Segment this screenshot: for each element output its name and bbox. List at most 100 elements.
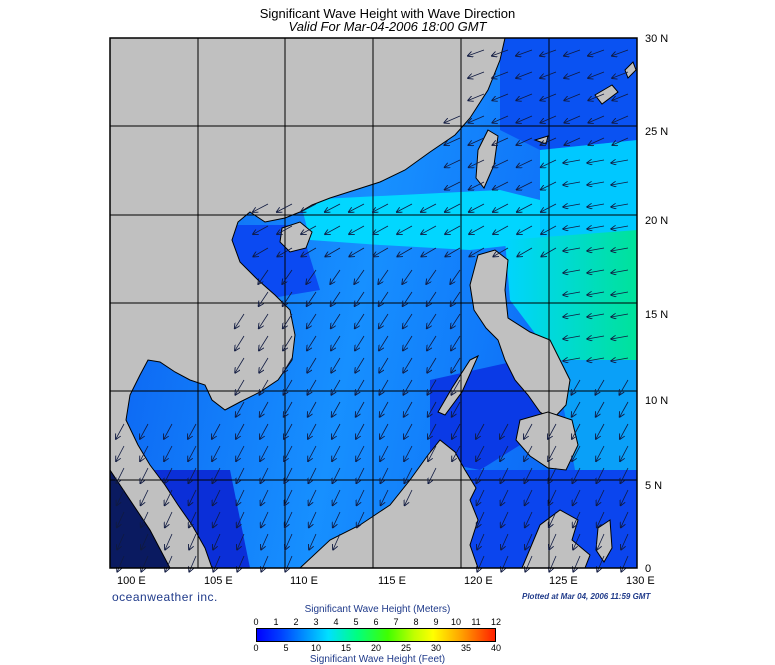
colorbar-tick: 10 (310, 643, 322, 653)
wave-arrow (587, 160, 605, 163)
lat-label: 30 N (645, 33, 668, 45)
wave-arrow (613, 137, 629, 145)
wave-arrow (284, 445, 293, 461)
wave-arrow (549, 489, 557, 505)
wave-arrow (477, 533, 485, 550)
wave-arrow (493, 137, 509, 145)
wave-arrow (493, 203, 509, 212)
wave-arrow (501, 555, 509, 572)
map-frame (109, 37, 638, 569)
wave-arrow (325, 203, 341, 212)
colorbar-tick: 5 (353, 617, 359, 627)
wave-arrow (261, 489, 269, 505)
wave-arrow (380, 401, 389, 417)
wave-arrow (421, 203, 437, 212)
wave-arrow (331, 335, 341, 350)
wave-arrow (379, 313, 389, 328)
wave-arrow (421, 225, 437, 234)
wave-arrow (573, 489, 581, 505)
wave-arrow (333, 533, 341, 550)
wave-arrow (427, 313, 437, 328)
wave-arrow (283, 335, 293, 350)
wave-arrow (253, 203, 269, 212)
wave-arrow (140, 467, 149, 483)
wave-arrow (261, 533, 269, 550)
wave-arrow (541, 225, 557, 234)
wave-arrow (427, 335, 437, 350)
colorbar-meters-ticks: 0 1 2 3 4 5 6 7 8 9 10 11 12 (253, 617, 502, 629)
wave-arrow (259, 291, 269, 306)
wave-arrow (563, 292, 581, 295)
wave-arrow (189, 533, 197, 550)
wave-arrow (213, 555, 221, 572)
wave-arrow (477, 489, 485, 505)
wave-arrow (253, 225, 269, 234)
wave-arrow (611, 204, 629, 207)
wave-arrow (477, 511, 485, 527)
colorbar-meters-title: Significant Wave Height (Meters) (304, 604, 451, 615)
wave-arrow (493, 247, 509, 257)
wave-arrow (587, 248, 605, 251)
wave-arrow (445, 181, 461, 190)
wave-arrow (427, 379, 437, 395)
wave-arrow (373, 203, 389, 212)
colorbar-tick: 3 (313, 617, 319, 627)
wave-arrow (611, 160, 629, 163)
wave-arrow (611, 358, 629, 361)
wave-arrow (212, 423, 221, 439)
wave-arrow (620, 467, 629, 483)
wave-arrow (564, 71, 581, 78)
wave-arrow (260, 445, 269, 461)
colorbar-tick: 35 (460, 643, 472, 653)
lon-label: 120 E (464, 575, 493, 587)
wave-arrow (469, 181, 485, 190)
wave-arrow (397, 225, 413, 234)
lat-label: 5 N (645, 480, 662, 492)
land-borneo (299, 439, 479, 568)
wave-arrow (356, 401, 365, 417)
wave-arrow (596, 401, 605, 417)
wave-arrow (236, 467, 245, 483)
wave-arrow (165, 533, 173, 550)
wave-arrow (357, 511, 365, 527)
lon-label: 110 E (290, 575, 318, 587)
wave-arrow (284, 401, 293, 417)
wave-arrow (213, 511, 221, 527)
wave-arrow (332, 401, 341, 417)
wave-arrow (301, 247, 317, 257)
wave-arrow (356, 423, 365, 439)
wave-arrow (524, 467, 533, 483)
wave-arrow (381, 489, 389, 505)
colorbar-tick: 12 (490, 617, 502, 627)
map-title: Significant Wave Height with Wave Direct… (259, 6, 516, 21)
wave-arrow (116, 467, 125, 483)
wave-arrow (492, 93, 509, 100)
colorbar-tick: 5 (283, 643, 289, 653)
wave-arrow (477, 555, 485, 572)
wave-arrow (612, 71, 629, 78)
lat-label: 20 N (645, 215, 668, 227)
wave-arrow (277, 225, 293, 234)
colorbar-tick: 6 (373, 617, 379, 627)
wave-arrow (355, 313, 365, 328)
wave-arrow (620, 445, 629, 461)
wave-arrow (330, 269, 341, 284)
wave-arrow (597, 533, 605, 550)
wave-arrow (397, 247, 413, 257)
wave-arrow (587, 336, 605, 339)
wave-arrow (445, 225, 461, 234)
wave-arrow (308, 401, 317, 417)
wave-arrow (452, 401, 461, 417)
wave-arrow (469, 247, 485, 257)
wave-arrow (116, 423, 125, 439)
wave-arrow (282, 269, 293, 284)
lon-label: 130 E (626, 575, 655, 587)
wave-arrow (525, 489, 533, 505)
wave-arrow (492, 115, 509, 123)
wave-arrow (380, 467, 389, 483)
wave-arrow (141, 533, 149, 550)
wave-arrow (117, 489, 125, 505)
wave-arrow (588, 115, 605, 123)
colorbar-tick: 30 (430, 643, 442, 653)
